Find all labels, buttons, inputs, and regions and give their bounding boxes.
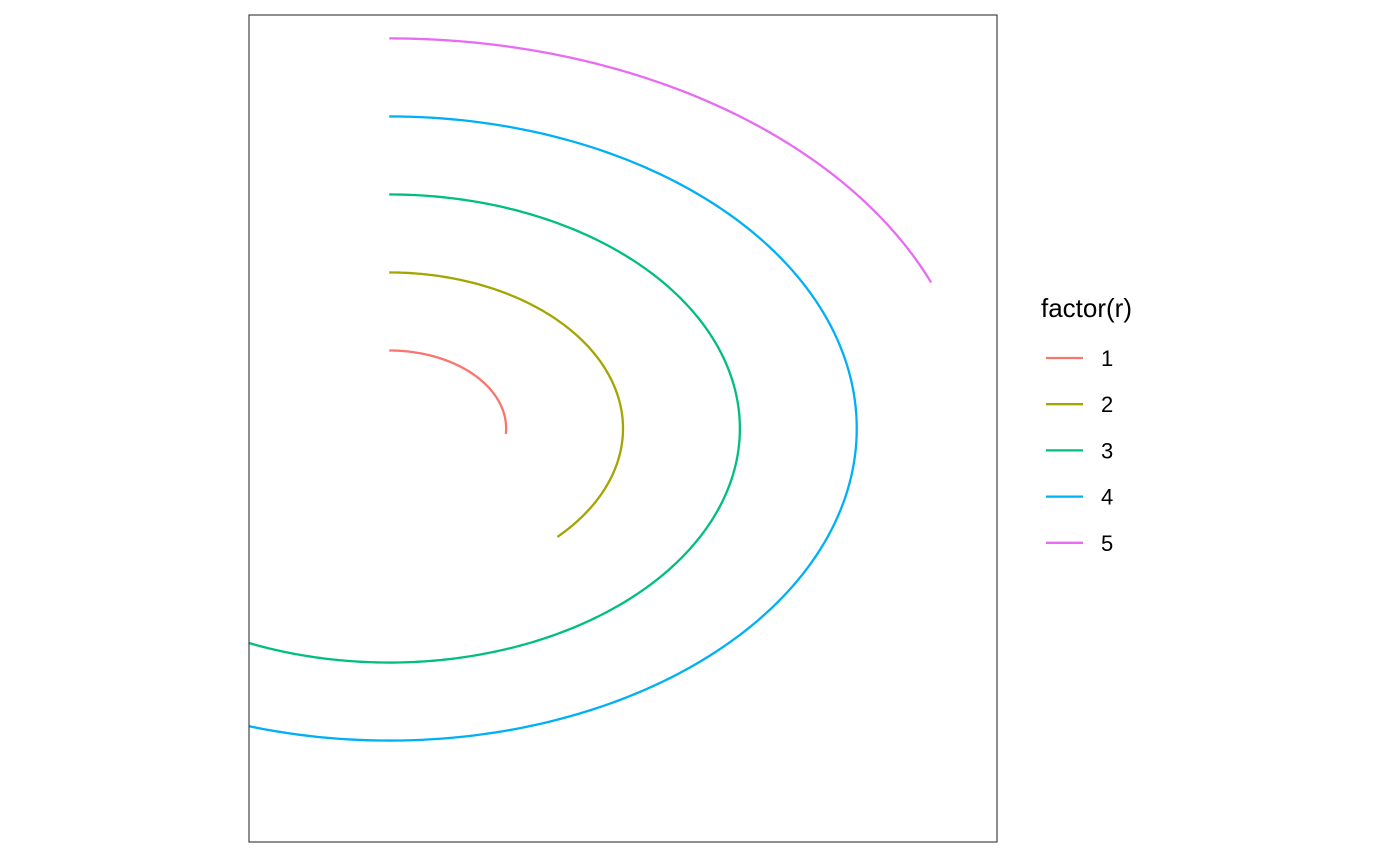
legend-item-3: 3: [1046, 438, 1113, 463]
legend-item-2: 2: [1046, 392, 1113, 417]
legend-label-4: 4: [1101, 485, 1113, 510]
legend-label-3: 3: [1101, 438, 1113, 463]
series-layer: [249, 37, 933, 742]
legend-label-2: 2: [1101, 392, 1113, 417]
legend-label-5: 5: [1101, 531, 1113, 556]
plot-panel-border: [248, 14, 998, 843]
legend-label-1: 1: [1101, 346, 1113, 371]
series-arc-4: [249, 115, 858, 742]
legend-item-5: 5: [1046, 531, 1113, 556]
legend-keys: 1 2 3 4 5: [1046, 346, 1113, 556]
legend-title: factor(r): [1041, 293, 1132, 323]
series-arc-2: [389, 271, 625, 538]
series-arc-1: [389, 349, 508, 435]
legend-item-1: 1: [1046, 346, 1113, 371]
legend: factor(r) 1 2 3 4 5: [1041, 293, 1132, 556]
series-arc-3: [249, 193, 742, 664]
legend-item-4: 4: [1046, 485, 1113, 510]
series-arc-5: [389, 37, 933, 283]
